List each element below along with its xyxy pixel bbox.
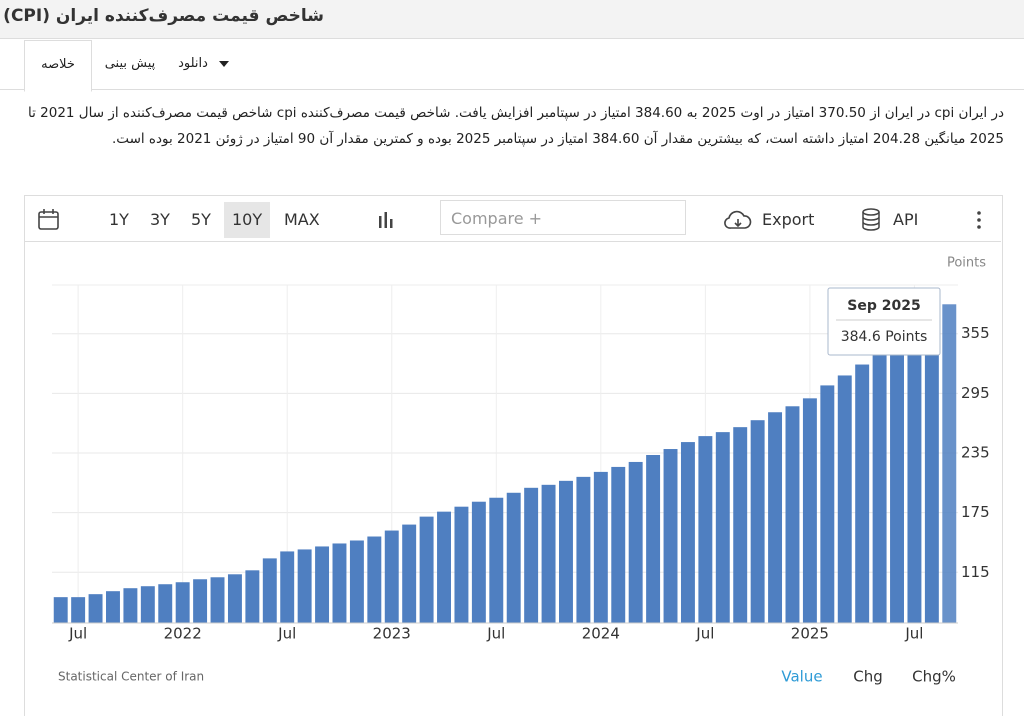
view-option[interactable]: Chg bbox=[853, 668, 883, 686]
range-button[interactable]: 1Y bbox=[109, 210, 129, 229]
tooltip-text: 384.6 Points bbox=[841, 329, 928, 345]
bar[interactable] bbox=[332, 543, 347, 623]
bar[interactable] bbox=[646, 454, 661, 623]
calendar-icon[interactable] bbox=[37, 208, 61, 232]
bar[interactable] bbox=[88, 594, 103, 623]
tooltip-title: Sep 2025 bbox=[847, 298, 920, 314]
x-tick-label: Jul bbox=[695, 625, 714, 643]
bar[interactable] bbox=[193, 579, 208, 623]
bar[interactable] bbox=[924, 318, 939, 623]
y-tick-label: 235 bbox=[961, 444, 990, 462]
page-title: شاخص قیمت مصرف‌کننده ایران (CPI) bbox=[3, 6, 324, 26]
bar[interactable] bbox=[106, 591, 120, 623]
bar[interactable] bbox=[890, 342, 904, 623]
compare-input[interactable]: Compare + bbox=[440, 200, 686, 235]
bar[interactable] bbox=[628, 461, 643, 623]
bar[interactable] bbox=[123, 588, 138, 623]
bar[interactable] bbox=[837, 375, 852, 623]
view-option[interactable]: Value bbox=[781, 668, 822, 686]
bar[interactable] bbox=[820, 385, 835, 623]
range-button[interactable]: MAX bbox=[284, 210, 320, 229]
y-tick-label: 115 bbox=[961, 563, 990, 581]
tab[interactable]: پیش بینی bbox=[104, 56, 156, 71]
bar[interactable] bbox=[367, 536, 382, 623]
bar[interactable] bbox=[872, 352, 887, 623]
tab[interactable]: دانلود bbox=[178, 56, 208, 71]
y-tick-label: 175 bbox=[961, 503, 990, 521]
source: Statistical Center of Iran bbox=[58, 670, 204, 684]
bar[interactable] bbox=[315, 546, 330, 623]
chart-box bbox=[24, 195, 1003, 716]
bar[interactable] bbox=[158, 584, 173, 623]
bar[interactable] bbox=[698, 436, 713, 623]
view-option[interactable]: Chg% bbox=[912, 668, 956, 686]
bar[interactable] bbox=[785, 406, 800, 623]
bar[interactable] bbox=[593, 471, 608, 623]
y-tick-label: 355 bbox=[961, 324, 990, 342]
export-button[interactable]: Export bbox=[762, 210, 815, 229]
dropdown-arrow[interactable] bbox=[218, 60, 230, 68]
bar[interactable] bbox=[907, 330, 922, 623]
export-icon[interactable] bbox=[723, 209, 753, 231]
bar[interactable] bbox=[175, 582, 190, 623]
bar[interactable] bbox=[680, 442, 695, 623]
tooltip-box bbox=[827, 287, 941, 356]
bar[interactable] bbox=[280, 551, 295, 623]
x-tick-label: Jul bbox=[486, 625, 505, 643]
bar[interactable] bbox=[210, 577, 225, 623]
bar[interactable] bbox=[71, 597, 86, 623]
bar[interactable] bbox=[245, 570, 260, 623]
bar[interactable] bbox=[541, 484, 556, 623]
bar[interactable] bbox=[611, 466, 626, 623]
bar[interactable] bbox=[262, 558, 277, 623]
x-tick-label: 2022 bbox=[164, 625, 202, 643]
api-button[interactable]: API bbox=[893, 210, 919, 229]
bar[interactable] bbox=[715, 432, 730, 623]
bar[interactable] bbox=[437, 511, 451, 623]
x-tick-label: Jul bbox=[277, 625, 296, 643]
bar[interactable] bbox=[768, 412, 783, 623]
toolbar bbox=[24, 195, 1001, 242]
bar[interactable] bbox=[855, 364, 870, 623]
bar[interactable] bbox=[419, 516, 434, 623]
bar[interactable] bbox=[524, 487, 539, 623]
bar[interactable] bbox=[227, 574, 242, 623]
bar[interactable] bbox=[733, 427, 748, 623]
x-tick-label: 2024 bbox=[582, 625, 620, 643]
bar[interactable] bbox=[454, 506, 469, 623]
range-button[interactable]: 10Y bbox=[224, 202, 271, 238]
bar[interactable] bbox=[750, 420, 765, 623]
bar[interactable] bbox=[559, 480, 573, 623]
chart-type-icon[interactable] bbox=[376, 210, 396, 230]
bar[interactable] bbox=[471, 501, 486, 623]
tab[interactable]: خلاصه bbox=[24, 40, 92, 92]
y-tick-label: 295 bbox=[961, 384, 990, 402]
y-axis-label: Points bbox=[947, 256, 986, 271]
api-icon[interactable] bbox=[860, 207, 882, 233]
bar[interactable] bbox=[942, 304, 957, 623]
x-tick-label: 2023 bbox=[373, 625, 411, 643]
bar[interactable] bbox=[802, 398, 817, 623]
bar[interactable] bbox=[489, 497, 504, 623]
bar[interactable] bbox=[140, 586, 155, 623]
menu-icon[interactable] bbox=[974, 210, 984, 230]
bar[interactable] bbox=[663, 449, 678, 623]
bar[interactable] bbox=[506, 492, 521, 623]
range-button[interactable]: 3Y bbox=[150, 210, 170, 229]
chart: Points 115 175 235 295 355 Jul 2022 Jul 2023 Jul 20… bbox=[52, 256, 990, 686]
bar[interactable] bbox=[384, 530, 399, 623]
x-tick-label: Jul bbox=[68, 625, 87, 643]
summary-text: در ایران cpi در ایران از 370.50 امتیاز د… bbox=[27, 105, 1004, 147]
bar[interactable] bbox=[297, 549, 312, 623]
tab-line bbox=[0, 89, 1024, 90]
x-tick-label: 2025 bbox=[791, 625, 829, 643]
range-button[interactable]: 5Y bbox=[191, 210, 211, 229]
bar[interactable] bbox=[402, 524, 417, 623]
x-tick-label: Jul bbox=[904, 625, 923, 643]
header-bar bbox=[0, 0, 1024, 39]
bar[interactable] bbox=[349, 540, 364, 623]
bar[interactable] bbox=[576, 476, 591, 623]
bar[interactable] bbox=[53, 597, 68, 623]
